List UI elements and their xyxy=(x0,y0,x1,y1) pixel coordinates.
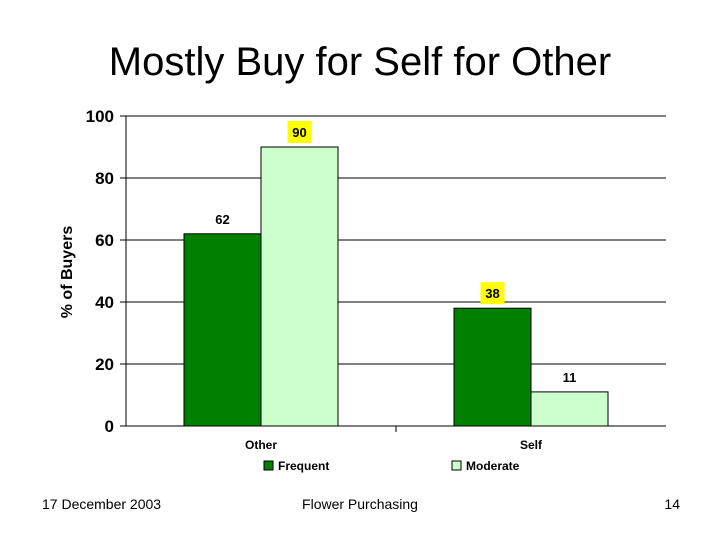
y-tick-label: 0 xyxy=(105,417,114,436)
data-label: 11 xyxy=(563,370,577,385)
y-tick-label: 20 xyxy=(95,355,114,374)
x-tick-label: Self xyxy=(520,438,543,452)
legend-swatch-moderate xyxy=(451,460,462,471)
y-tick-label: 60 xyxy=(95,231,114,250)
legend: Frequent Moderate xyxy=(263,459,520,473)
data-label: 62 xyxy=(215,212,229,227)
bar-frequent-self xyxy=(453,307,532,427)
legend-label-frequent: Frequent xyxy=(278,459,329,473)
data-label: 90 xyxy=(292,125,306,140)
data-label-highlight xyxy=(480,282,505,305)
y-tick-label: 80 xyxy=(95,169,114,188)
x-tick-label: Other xyxy=(245,438,277,452)
y-axis-title: % of Buyers xyxy=(59,226,76,319)
footer-date: 17 December 2003 xyxy=(42,496,162,512)
legend-label-moderate: Moderate xyxy=(466,459,520,473)
legend-swatch-frequent xyxy=(263,460,274,471)
data-label: 38 xyxy=(485,286,499,301)
y-tick-label: 100 xyxy=(86,107,114,126)
data-label-highlight xyxy=(287,121,312,143)
bar-moderate-self xyxy=(530,391,609,427)
slide-title: Mostly Buy for Self for Other xyxy=(108,40,612,84)
y-tick-label: 40 xyxy=(95,293,114,312)
footer-title: Flower Purchasing xyxy=(302,496,418,512)
bar-moderate-other xyxy=(260,146,339,427)
data-labels: 62 90 38 11 xyxy=(215,121,576,385)
bars xyxy=(183,146,609,427)
bar-frequent-other xyxy=(183,233,262,427)
slide-number: 14 xyxy=(664,496,680,512)
